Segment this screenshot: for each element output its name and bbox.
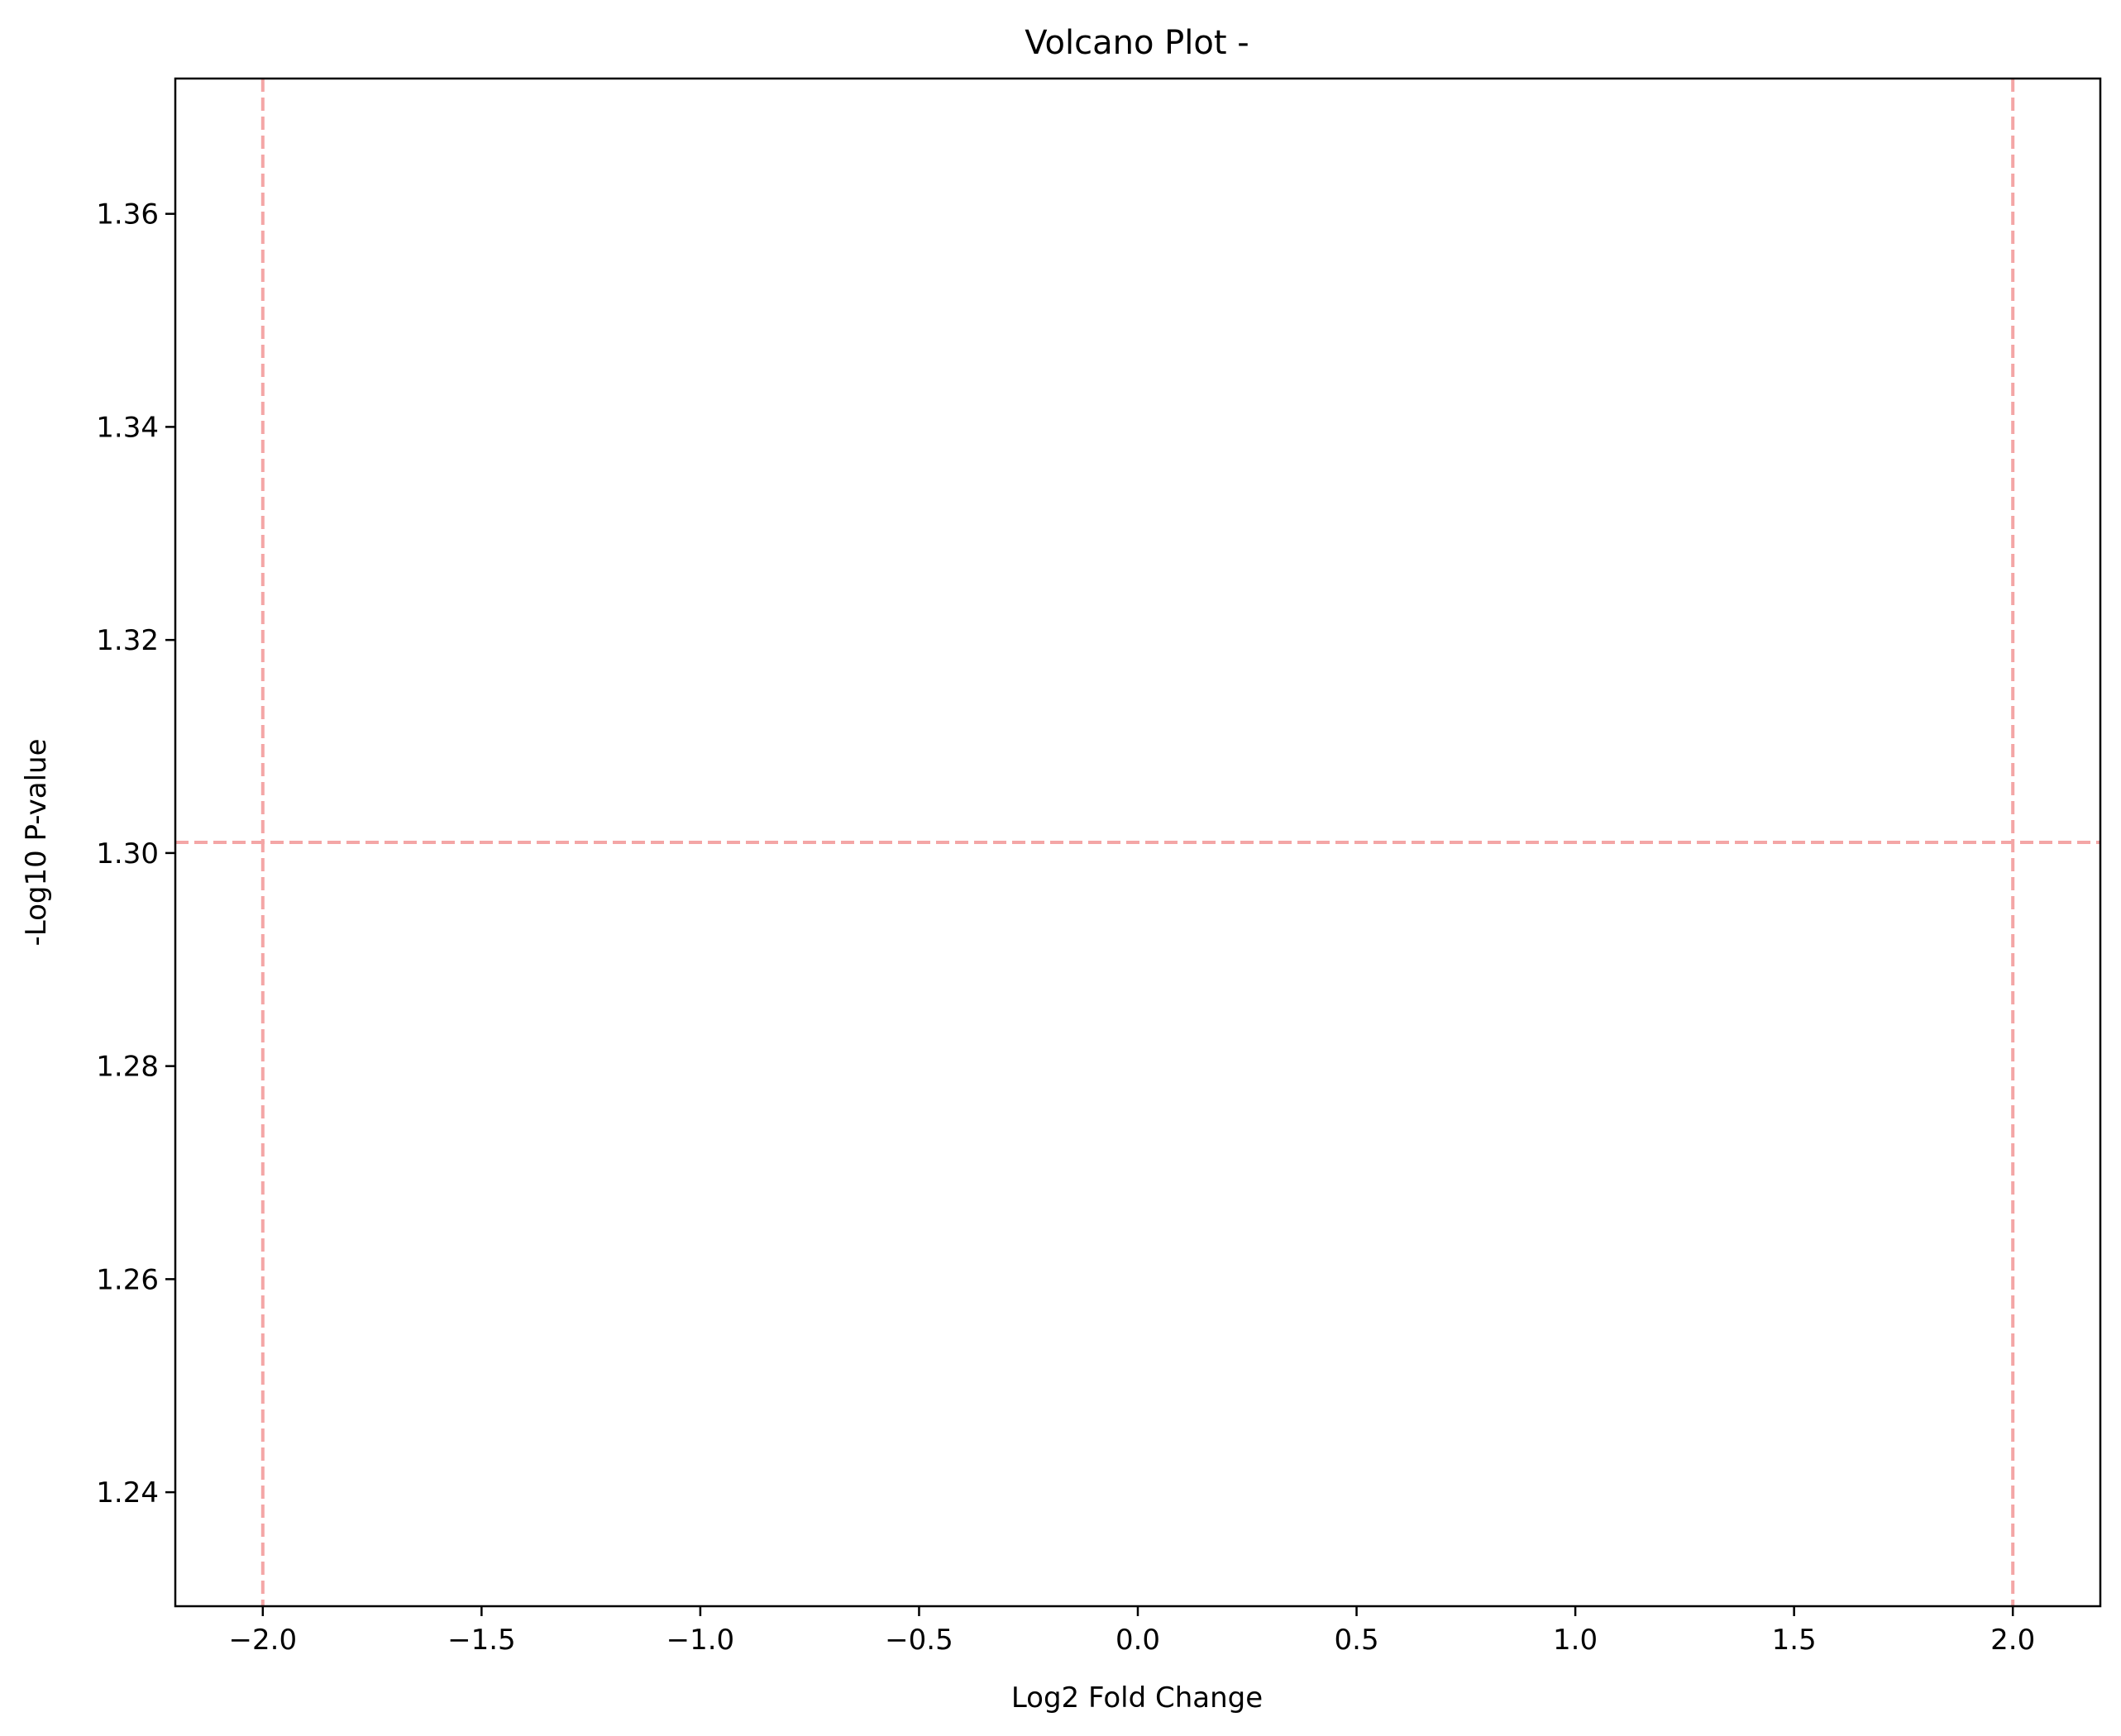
x-tick-label: 0.5 [1335, 1624, 1379, 1657]
plot-area [175, 79, 2100, 1606]
y-tick-label: 1.28 [96, 1051, 159, 1084]
y-axis-label: -Log10 P-value [20, 738, 53, 946]
x-tick-label: 1.5 [1772, 1624, 1817, 1657]
x-tick-label: −0.5 [885, 1624, 953, 1657]
y-tick-label: 1.36 [96, 198, 159, 231]
y-tick-label: 1.30 [96, 837, 159, 870]
x-tick-label: 2.0 [1990, 1624, 2035, 1657]
x-tick-label: 0.0 [1115, 1624, 1160, 1657]
plot-frame [174, 77, 2102, 1608]
x-tick-label: −1.5 [447, 1624, 516, 1657]
y-tick-label: 1.24 [96, 1476, 159, 1509]
y-tick-label: 1.34 [96, 411, 159, 444]
y-tick-label: 1.26 [96, 1263, 159, 1296]
y-tick-label: 1.32 [96, 624, 159, 657]
x-tick-label: 1.0 [1553, 1624, 1598, 1657]
x-axis-ticks: −2.0 −1.5 −1.0 −0.5 0.0 0.5 1.0 1.5 2.0 [229, 1606, 2035, 1657]
x-tick-label: −2.0 [229, 1624, 298, 1657]
y-axis-ticks: 1.24 1.26 1.28 1.30 1.32 1.34 1.36 [96, 198, 175, 1509]
chart-title: Volcano Plot - [1025, 24, 1249, 62]
x-axis-label: Log2 Fold Change [1011, 1681, 1263, 1715]
x-tick-label: −1.0 [666, 1624, 735, 1657]
